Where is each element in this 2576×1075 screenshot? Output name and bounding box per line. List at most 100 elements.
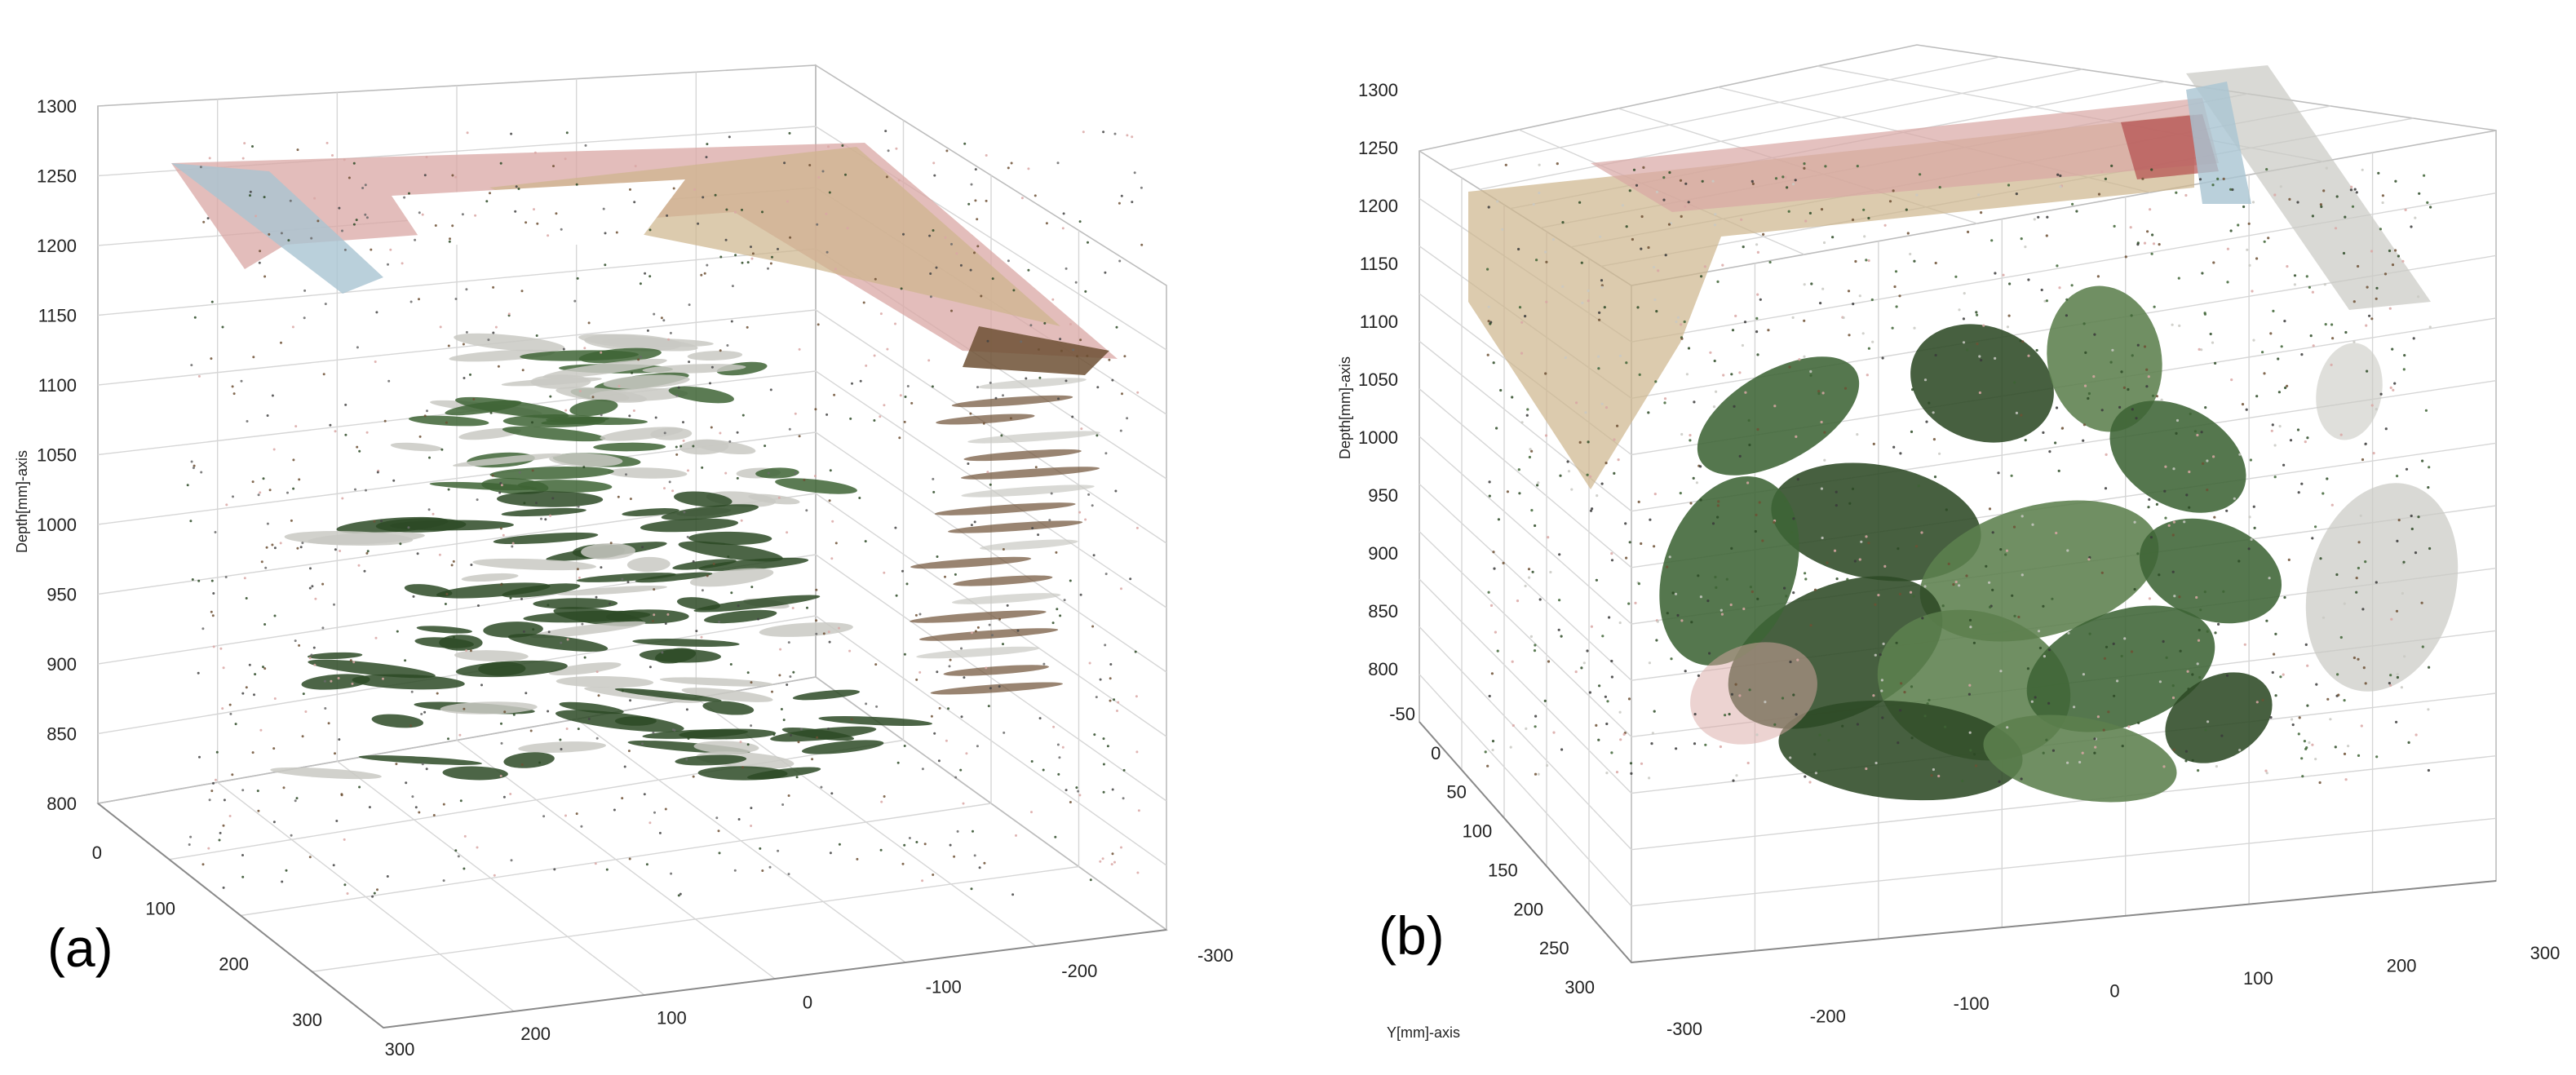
leaf-slice: [503, 752, 555, 768]
cloud-point: [499, 527, 502, 530]
leaf-slice: [449, 349, 555, 362]
cloud-point: [1504, 163, 1507, 166]
cloud-point: [1496, 649, 1499, 653]
cloud-point: [873, 419, 876, 422]
cloud-point: [1821, 536, 1824, 540]
x-tick-label: 0: [2109, 981, 2119, 1002]
cloud-point: [2404, 208, 2407, 211]
cloud-point: [212, 781, 215, 785]
depth-tick-label: 1150: [38, 306, 77, 326]
cloud-point: [1945, 508, 1948, 511]
cloud-point: [879, 848, 883, 852]
cloud-point: [1675, 747, 1678, 750]
panel-a-depth-axis-label: Depth[mm]-axis: [14, 450, 30, 553]
cloud-point: [2427, 486, 2430, 489]
cloud-point: [894, 322, 896, 325]
cloud-point: [2265, 619, 2268, 622]
cloud-point: [2247, 222, 2251, 225]
cloud-point: [769, 388, 772, 392]
cloud-point: [2368, 314, 2371, 317]
cloud-point: [1534, 644, 1537, 647]
cloud-point: [463, 707, 466, 710]
cloud-point: [1851, 487, 1855, 491]
leaf-slice: [497, 491, 604, 507]
cloud-point: [788, 131, 791, 135]
leaf-patch: [1983, 714, 2177, 803]
cloud-point: [463, 834, 467, 838]
leaf-slice: [951, 395, 1073, 408]
cloud-point: [383, 419, 387, 422]
cloud-point: [449, 237, 451, 241]
cloud-point: [2366, 369, 2369, 373]
cloud-point: [973, 520, 976, 524]
cloud-point: [321, 582, 325, 586]
cloud-point: [365, 216, 369, 219]
cloud-point: [712, 562, 715, 565]
cloud-point: [309, 567, 312, 570]
cloud-point: [2305, 275, 2308, 278]
cloud-point: [844, 173, 847, 176]
cloud-point: [1530, 509, 1534, 512]
cloud-point: [1795, 713, 1798, 716]
cloud-point: [500, 741, 503, 745]
cloud-point: [1012, 289, 1016, 292]
cloud-point: [664, 622, 667, 625]
cloud-point: [1803, 162, 1806, 166]
cloud-point: [259, 728, 263, 732]
cloud-point: [1748, 443, 1751, 447]
cloud-point: [1787, 210, 1790, 213]
cloud-point: [896, 761, 900, 764]
cloud-point: [1915, 193, 1919, 197]
cloud-point: [750, 257, 754, 260]
cloud-point: [2359, 514, 2362, 517]
cloud-point: [825, 250, 829, 254]
leaf-slice: [518, 741, 606, 753]
cloud-point: [387, 263, 389, 266]
cloud-point: [915, 678, 918, 681]
cloud-point: [540, 517, 542, 520]
cloud-point: [1625, 556, 1628, 560]
cloud-point: [198, 755, 201, 759]
cloud-point: [1091, 625, 1095, 628]
cloud-point: [286, 491, 289, 494]
cloud-point: [395, 763, 398, 766]
cloud-point: [1506, 490, 1509, 493]
cloud-point: [1006, 604, 1009, 607]
cloud-point: [2211, 184, 2215, 187]
cloud-point: [2293, 283, 2296, 286]
cloud-point: [2391, 347, 2394, 351]
cloud-point: [757, 617, 759, 621]
cloud-point: [710, 426, 713, 429]
cloud-point: [2308, 285, 2311, 289]
cloud-point: [675, 453, 679, 456]
cloud-point: [970, 183, 973, 186]
cloud-point: [634, 165, 637, 168]
cloud-point: [798, 347, 801, 351]
cloud-point: [950, 309, 953, 312]
cloud-point: [1630, 772, 1633, 776]
leaf-slice: [502, 426, 606, 442]
cloud-point: [1654, 380, 1658, 383]
leaf-slice: [581, 542, 635, 560]
cloud-point: [1074, 281, 1078, 284]
leaf-slice: [916, 646, 1040, 659]
cloud-point: [2306, 436, 2309, 440]
cloud-point: [2421, 645, 2424, 648]
cloud-point: [1491, 748, 1494, 752]
depth-tick-label: 1300: [37, 96, 77, 117]
cloud-point: [1587, 440, 1590, 444]
cloud-point: [289, 199, 292, 202]
leaf-slice: [622, 508, 679, 516]
cloud-point: [719, 255, 723, 259]
cloud-point: [330, 679, 333, 683]
cloud-point: [2352, 340, 2356, 343]
cloud-point: [1975, 311, 1978, 314]
cloud-point: [2112, 642, 2115, 646]
cloud-point: [1728, 713, 1731, 716]
cloud-point: [2249, 458, 2252, 462]
cloud-point: [2269, 716, 2273, 719]
cloud-point: [294, 639, 297, 643]
cloud-point: [401, 262, 404, 265]
cloud-point: [1894, 270, 1898, 273]
cloud-point: [268, 489, 272, 492]
